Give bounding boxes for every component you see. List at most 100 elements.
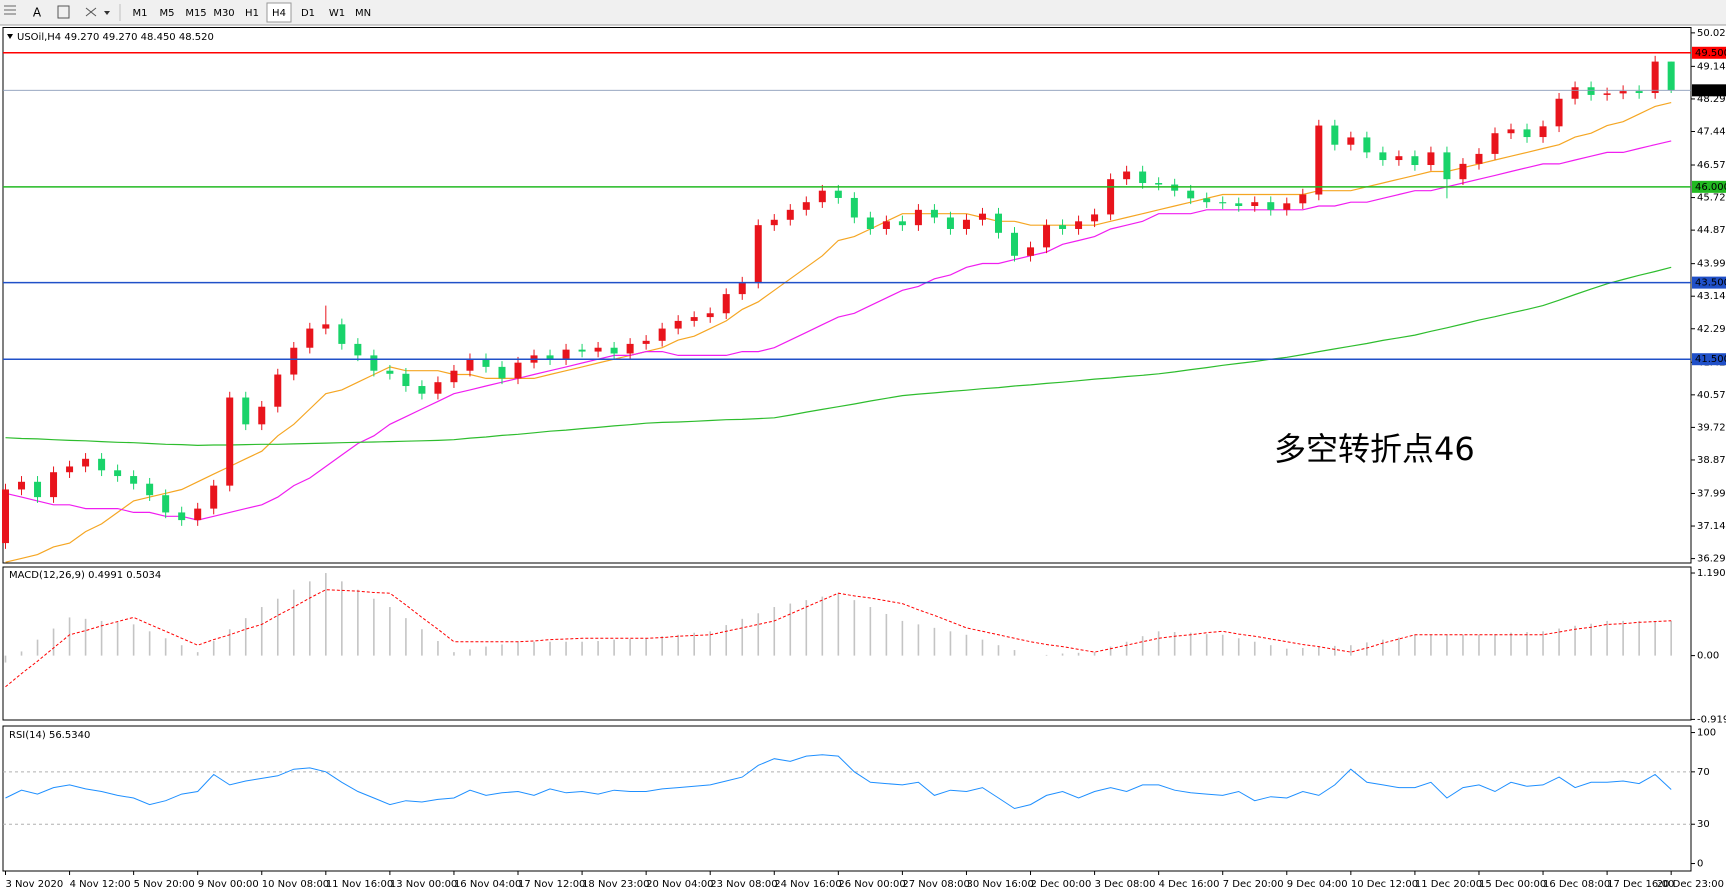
candle-body: [946, 217, 954, 229]
macd-bar: [1398, 637, 1400, 656]
macd-bar: [1622, 620, 1624, 656]
macd-bar: [1638, 620, 1640, 656]
collapse-triangle[interactable]: [7, 34, 13, 39]
candle-body: [1203, 198, 1211, 203]
macd-bar: [1462, 634, 1464, 656]
symbol: USOil,H4: [17, 32, 61, 43]
macd-bar: [853, 600, 856, 656]
moving-average: [5, 140, 1672, 521]
macd-bar: [453, 652, 455, 656]
timeframe-button[interactable]: M5: [160, 8, 175, 19]
candle-body: [562, 349, 570, 360]
timeframe-button[interactable]: W1: [329, 8, 345, 19]
timeframe-button[interactable]: H1: [245, 8, 259, 19]
macd-bar: [421, 629, 423, 656]
y-tick-label: 47.445: [1697, 126, 1726, 137]
text-tool[interactable]: A: [33, 6, 42, 20]
main-panel: [2, 27, 1692, 564]
macd-bar: [885, 613, 888, 656]
candle-body: [978, 213, 986, 220]
candle-body: [1603, 93, 1611, 95]
candle-body: [1059, 225, 1067, 229]
x-tick-label: 3 Nov 2020: [6, 879, 64, 890]
toolbar: A M1 M5 M15 M30 H1 H4 D1 W1 MN: [0, 0, 1726, 26]
x-tick-label: 18 Nov 23:00: [582, 879, 649, 890]
macd-bar: [1125, 641, 1128, 656]
timeframe-button[interactable]: M15: [185, 8, 206, 19]
x-tick-label: 16 Dec 08:00: [1543, 879, 1610, 890]
candle-body: [834, 190, 842, 198]
candle-body: [1571, 87, 1579, 99]
signal-line: [5, 589, 1672, 688]
candle-body: [226, 397, 234, 486]
candle-body: [386, 370, 394, 374]
macd-bar: [1045, 654, 1048, 656]
y-tick-label: 36.295: [1697, 554, 1726, 565]
candle-body: [146, 483, 154, 496]
macd-bar: [533, 641, 535, 656]
macd-bar: [1061, 653, 1064, 656]
candle-body: [1555, 98, 1563, 127]
x-tick-label: 20 Nov 04:00: [646, 879, 713, 890]
x-tick-label: 17 Nov 12:00: [518, 879, 585, 890]
shapes-tool[interactable]: [85, 7, 110, 17]
macd-bar: [1542, 631, 1544, 656]
macd-bar: [1350, 645, 1352, 656]
macd-bar: [228, 629, 231, 656]
candle-body: [578, 349, 586, 352]
timeframe-button[interactable]: MN: [355, 8, 371, 19]
macd-bar: [837, 593, 840, 656]
candle-body: [1251, 202, 1259, 206]
candle-body: [466, 359, 474, 371]
candle-body: [1427, 152, 1435, 166]
x-tick-label: 10 Dec 12:00: [1351, 879, 1418, 890]
candle-body: [1347, 137, 1355, 145]
candle-body: [850, 197, 858, 218]
macd-bar: [1494, 634, 1496, 656]
candle-body: [450, 370, 458, 383]
macd-bar: [789, 603, 792, 656]
candle-body: [914, 209, 922, 226]
timeframe-button[interactable]: M30: [213, 8, 234, 19]
macd-bar: [661, 636, 663, 656]
candle-body: [1155, 183, 1163, 185]
label-tool[interactable]: [57, 5, 70, 19]
x-tick-label: 13 Nov 00:00: [390, 879, 457, 890]
macd-bar: [1414, 634, 1416, 656]
candle-body: [898, 221, 906, 226]
candle-body: [1619, 91, 1627, 94]
candle-body: [1075, 221, 1083, 229]
candle-body: [706, 313, 714, 318]
candle-body: [178, 512, 186, 521]
macd-bar: [309, 581, 311, 656]
y-tick-label: 37.995: [1697, 488, 1726, 499]
candle-body: [306, 328, 314, 348]
level-label-box: [1692, 180, 1726, 193]
y-tick-label: 48.295: [1697, 94, 1726, 105]
macd-bar: [1318, 646, 1320, 656]
timeframe-button[interactable]: H4: [272, 8, 286, 19]
timeframe-button[interactable]: M1: [133, 8, 148, 19]
x-tick-label: 9 Nov 00:00: [198, 879, 259, 890]
y-tick-label: 30: [1697, 819, 1710, 830]
macd-bar: [645, 638, 647, 656]
macd-bar: [965, 634, 968, 656]
timeframe-button[interactable]: D1: [301, 8, 315, 19]
macd-bar: [997, 645, 1000, 656]
candle-body: [1379, 152, 1387, 161]
macd-bar: [1253, 641, 1256, 656]
macd-bar: [1654, 620, 1656, 656]
macd-bar: [52, 628, 55, 656]
macd-bar: [1526, 632, 1528, 656]
macd-bar: [693, 632, 695, 656]
macd-bar: [4, 655, 7, 663]
candle-body: [290, 347, 298, 375]
level-label: 41.500: [1695, 354, 1726, 365]
candle-body: [1475, 153, 1483, 164]
candle-body: [1667, 61, 1675, 91]
candle-body: [1187, 190, 1195, 199]
cursor-icon[interactable]: [4, 5, 16, 15]
y-tick-label: 43.995: [1697, 259, 1726, 270]
macd-bar: [1221, 634, 1224, 656]
